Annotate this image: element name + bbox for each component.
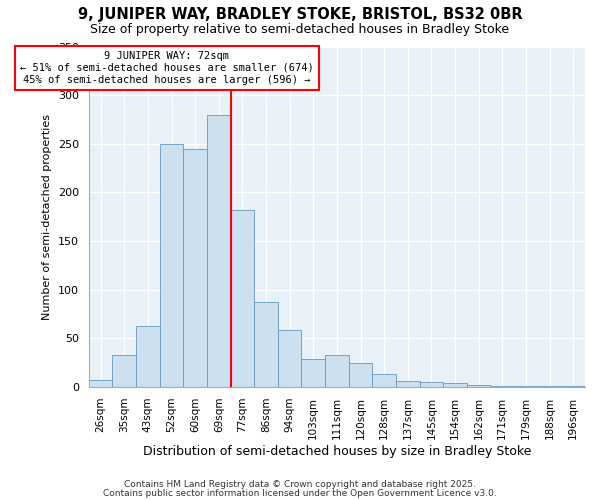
Bar — [396, 382, 419, 387]
Text: Size of property relative to semi-detached houses in Bradley Stoke: Size of property relative to semi-detach… — [91, 22, 509, 36]
Text: 9, JUNIPER WAY, BRADLEY STOKE, BRISTOL, BS32 0BR: 9, JUNIPER WAY, BRADLEY STOKE, BRISTOL, … — [77, 8, 523, 22]
X-axis label: Distribution of semi-detached houses by size in Bradley Stoke: Distribution of semi-detached houses by … — [143, 444, 531, 458]
Bar — [278, 330, 301, 387]
Text: Contains public sector information licensed under the Open Government Licence v3: Contains public sector information licen… — [103, 488, 497, 498]
Bar — [230, 210, 254, 387]
Bar — [89, 380, 112, 387]
Bar — [112, 355, 136, 387]
Bar — [254, 302, 278, 387]
Text: Contains HM Land Registry data © Crown copyright and database right 2025.: Contains HM Land Registry data © Crown c… — [124, 480, 476, 489]
Bar — [467, 385, 490, 387]
Bar — [184, 148, 207, 387]
Bar — [490, 386, 514, 387]
Bar — [301, 359, 325, 387]
Bar — [207, 114, 230, 387]
Text: 9 JUNIPER WAY: 72sqm
← 51% of semi-detached houses are smaller (674)
45% of semi: 9 JUNIPER WAY: 72sqm ← 51% of semi-detac… — [20, 52, 314, 84]
Bar — [373, 374, 396, 387]
Bar — [325, 355, 349, 387]
Bar — [538, 386, 562, 387]
Bar — [160, 144, 184, 387]
Y-axis label: Number of semi-detached properties: Number of semi-detached properties — [43, 114, 52, 320]
Bar — [562, 386, 585, 387]
Bar — [419, 382, 443, 387]
Bar — [349, 363, 373, 387]
Bar — [443, 383, 467, 387]
Bar — [136, 326, 160, 387]
Bar — [514, 386, 538, 387]
